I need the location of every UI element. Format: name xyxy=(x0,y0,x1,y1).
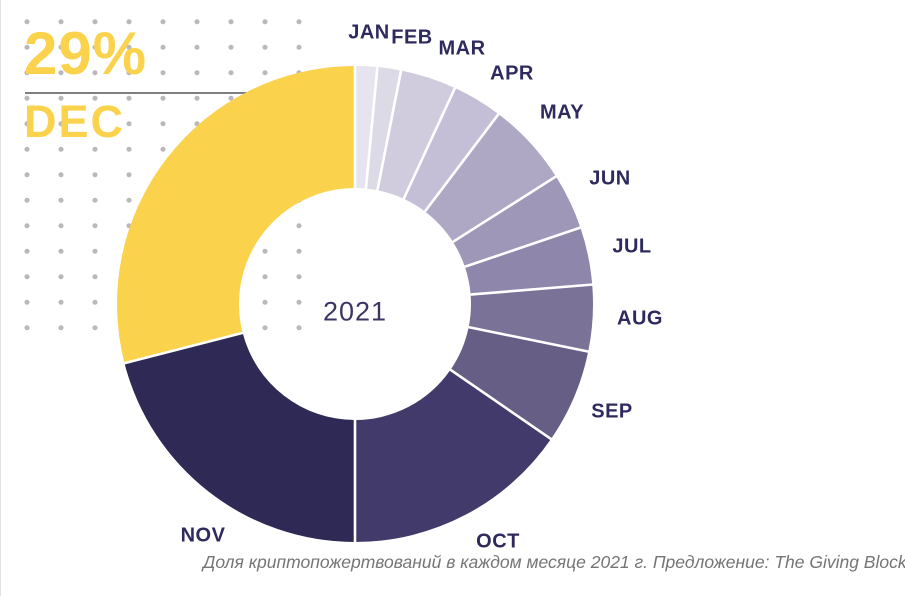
donut-slice-dec xyxy=(117,66,356,364)
month-label-jul: JUL xyxy=(612,235,652,258)
donut-slice-sep xyxy=(450,327,589,440)
chart-caption: Доля криптопожертвований в каждом месяце… xyxy=(203,552,905,572)
slice-divider xyxy=(364,65,379,191)
month-label-jan: JAN xyxy=(348,21,390,44)
month-label-aug: AUG xyxy=(617,307,663,330)
month-label-apr: APR xyxy=(490,62,534,85)
month-label-feb: FEB xyxy=(391,26,433,49)
month-label-oct: OCT xyxy=(476,530,520,553)
highlight-december: 29% DEC xyxy=(24,24,253,144)
slice-divider xyxy=(450,174,558,245)
highlight-month: DEC xyxy=(24,96,126,147)
donut-slice-oct xyxy=(355,369,551,542)
month-label-mar: MAR xyxy=(438,37,486,60)
slice-divider xyxy=(375,69,403,193)
donut-slice-jul xyxy=(464,227,593,295)
donut-slice-mar xyxy=(377,70,455,199)
month-label-jun: JUN xyxy=(589,167,631,190)
slice-divider xyxy=(422,112,501,214)
slice-divider xyxy=(466,325,590,354)
month-label-nov: NOV xyxy=(180,524,226,547)
month-label-sep: SEP xyxy=(591,400,633,423)
donut-slice-may xyxy=(424,114,556,242)
donut-slice-aug xyxy=(468,284,594,352)
donut-slice-jun xyxy=(452,176,581,267)
highlight-percent: 29% xyxy=(24,20,148,87)
slice-divider xyxy=(401,86,457,202)
slice-divider xyxy=(123,331,245,365)
slice-divider xyxy=(462,226,582,269)
donut-slice-nov xyxy=(124,332,355,542)
slice-divider xyxy=(468,283,594,296)
slice-divider xyxy=(448,367,553,441)
donut-slice-jan xyxy=(355,66,378,189)
highlight-underline xyxy=(25,92,253,94)
chart-center-year: 2021 xyxy=(322,296,388,327)
donut-slice-apr xyxy=(403,88,499,212)
month-label-may: MAY xyxy=(539,101,585,124)
